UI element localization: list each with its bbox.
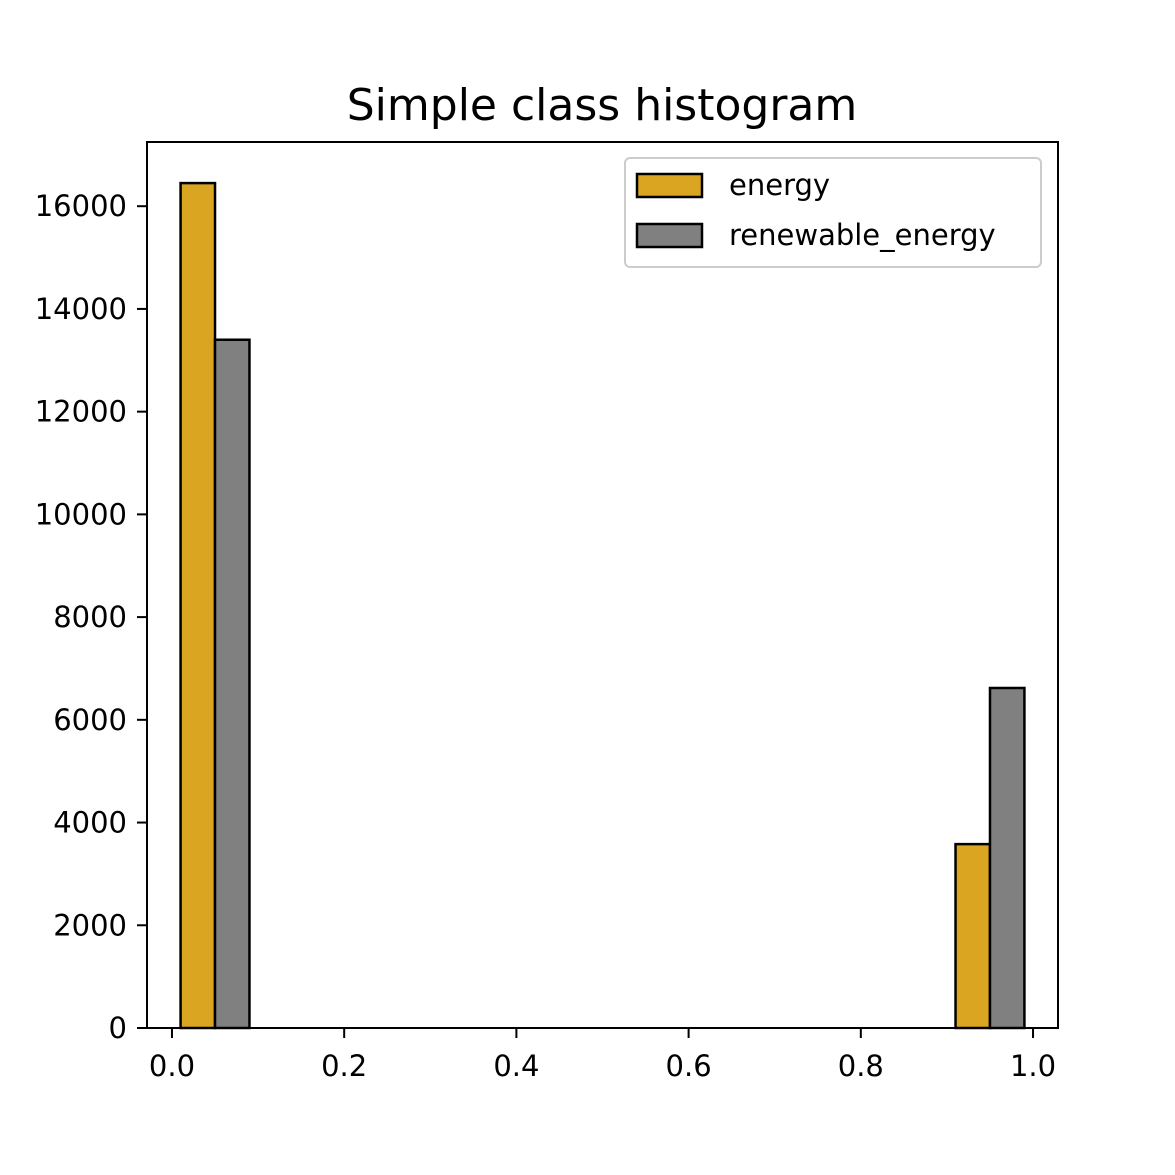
bars-group <box>179 181 1026 1030</box>
legend-label-energy: energy <box>729 168 830 202</box>
y-tick-label: 0 <box>109 1011 127 1045</box>
legend-box <box>624 157 1042 268</box>
x-tick-label: 0.6 <box>666 1049 712 1083</box>
y-tick-label: 6000 <box>53 703 127 737</box>
y-tick-label: 2000 <box>53 908 127 942</box>
bar-energy-bin-9 <box>954 842 992 1030</box>
legend-swatch-energy <box>635 172 704 199</box>
x-axis: 0.0 0.2 0.4 0.6 0.8 1.0 <box>149 1028 1056 1083</box>
y-tick-label: 10000 <box>35 497 127 531</box>
legend-swatch-renewable-energy <box>635 222 704 249</box>
legend: energy renewable_energy <box>624 157 1042 268</box>
bar-renewable-energy-bin-9 <box>988 686 1026 1030</box>
legend-label-renewable-energy: renewable_energy <box>729 218 996 252</box>
bar-renewable-energy-bin-0 <box>213 338 251 1030</box>
x-tick-label: 1.0 <box>1010 1049 1056 1083</box>
x-tick-label: 0.0 <box>149 1049 195 1083</box>
y-tick-label: 4000 <box>53 806 127 840</box>
y-tick-label: 14000 <box>35 292 127 326</box>
x-tick-label: 0.2 <box>321 1049 367 1083</box>
bar-energy-bin-0 <box>179 181 217 1030</box>
plot-frame <box>146 141 1059 1029</box>
chart-title: Simple class histogram <box>347 80 858 131</box>
y-tick-label: 16000 <box>35 189 127 223</box>
x-tick-label: 0.4 <box>493 1049 539 1083</box>
y-tick-label: 8000 <box>53 600 127 634</box>
y-axis: 0 2000 4000 6000 8000 10000 12000 14000 16000 <box>35 189 147 1045</box>
x-tick-label: 0.8 <box>838 1049 884 1083</box>
y-tick-label: 12000 <box>35 395 127 429</box>
